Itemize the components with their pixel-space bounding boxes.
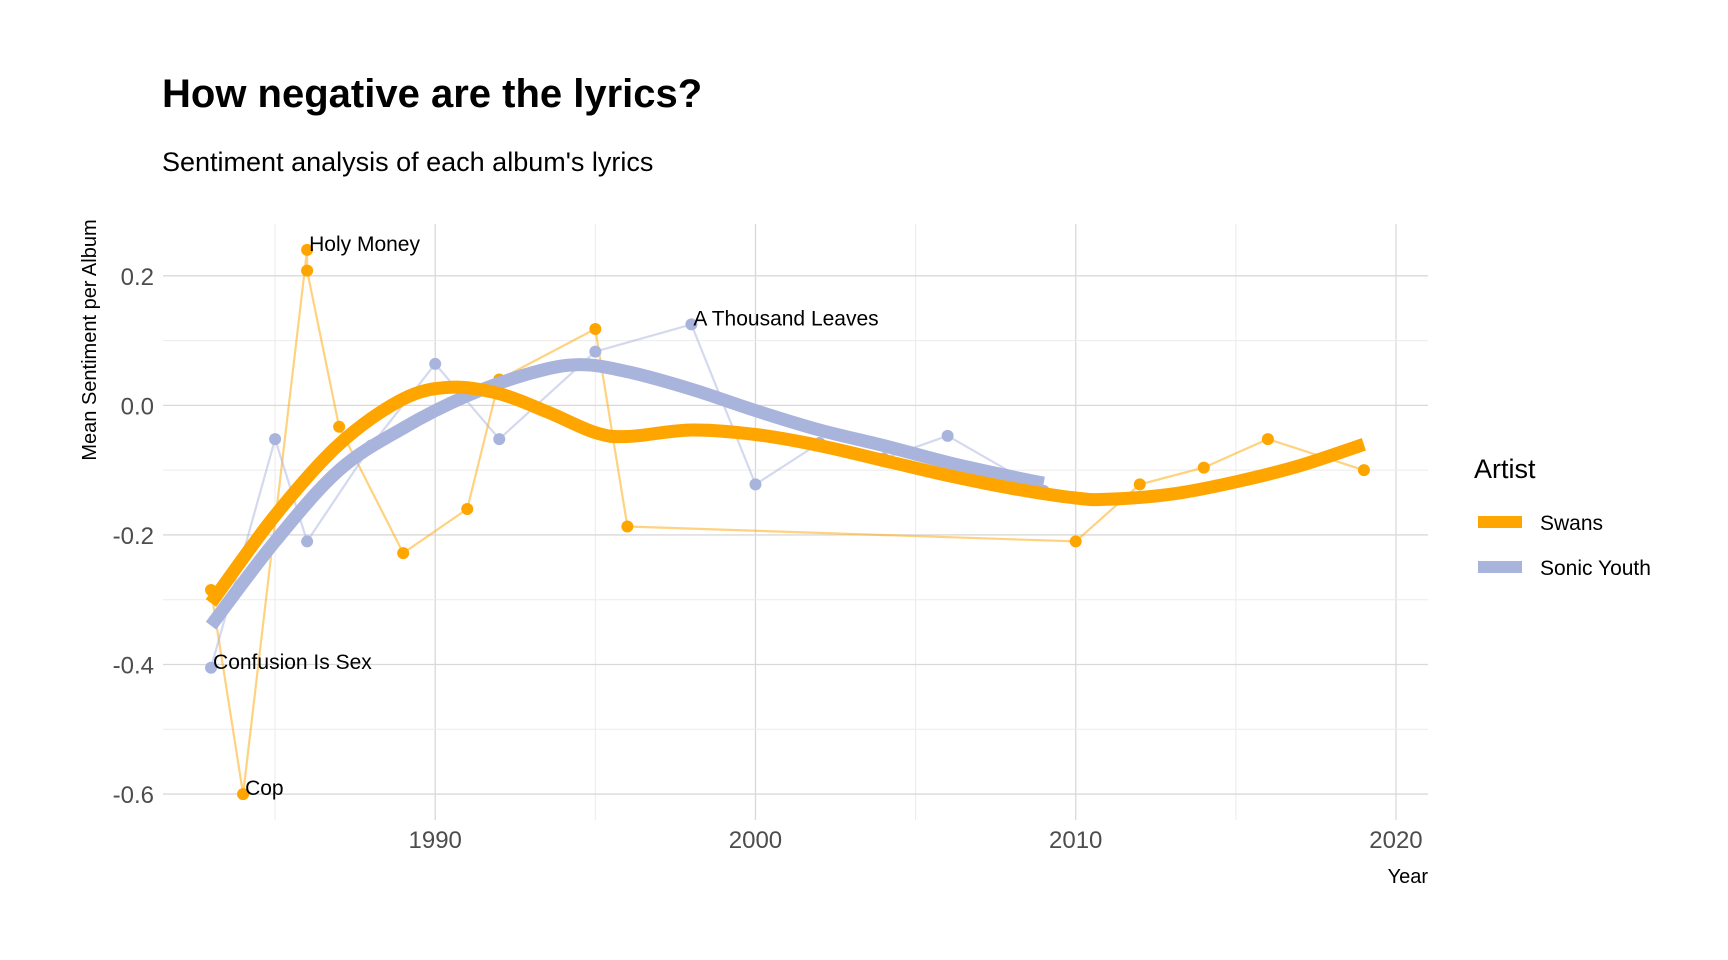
swans-data-point <box>1261 433 1274 446</box>
swans-data-point <box>1357 464 1370 477</box>
swans-data-point <box>301 264 314 277</box>
swans-data-point <box>1069 535 1082 548</box>
swans-data-point <box>1133 478 1146 491</box>
chart-subtitle: Sentiment analysis of each album's lyric… <box>162 147 654 177</box>
annotation-label: Cop <box>245 777 284 800</box>
sonic-youth-data-point <box>589 345 602 358</box>
sonic-youth-smooth-line <box>205 358 1045 630</box>
sonic-youth-data-point <box>493 433 506 446</box>
sonic-youth-data-point <box>205 661 218 674</box>
swans-data-point <box>1197 461 1210 474</box>
annotation-label: A Thousand Leaves <box>693 307 878 330</box>
smooth-lines <box>205 358 1366 630</box>
y-tick-label: 0.0 <box>121 393 154 420</box>
y-tick-label: -0.4 <box>113 653 154 680</box>
swans-smooth-line <box>205 380 1366 607</box>
sonic-youth-data-point <box>301 535 314 548</box>
annotation-label: Holy Money <box>309 233 420 256</box>
y-tick-label: -0.6 <box>113 782 154 809</box>
swans-data-point <box>237 788 250 801</box>
y-tick-label: -0.2 <box>113 523 154 550</box>
legend-label-sonic-youth: Sonic Youth <box>1540 557 1651 580</box>
sonic-youth-data-point <box>269 433 282 446</box>
y-axis-title: Mean Sentiment per Album <box>79 219 101 460</box>
annotations: Holy Money A Thousand Leaves Confusion Is … <box>213 233 879 800</box>
legend-title: Artist <box>1474 454 1536 484</box>
swans-data-point <box>397 547 410 560</box>
sonic-youth-data-point <box>685 318 698 331</box>
x-tick-label: 2010 <box>1049 827 1102 854</box>
tick-labels: 1990 2000 2010 2020 -0.6 -0.4 -0.2 0.0 0.2 <box>113 264 1423 854</box>
sonic-youth-data-point <box>941 429 954 442</box>
legend: Artist Swans Sonic Youth <box>1474 454 1651 580</box>
swans-data-point <box>301 243 314 256</box>
swans-raw-line <box>209 249 1365 795</box>
raw-lines <box>209 249 1365 795</box>
sonic-youth-data-point <box>749 478 762 491</box>
legend-label-swans: Swans <box>1540 512 1603 535</box>
swans-data-point <box>333 420 346 433</box>
x-tick-label: 2020 <box>1369 827 1422 854</box>
swans-data-point <box>621 520 634 533</box>
sonic-youth-data-point <box>429 357 442 370</box>
swans-data-point <box>589 322 602 335</box>
x-tick-label: 1990 <box>409 827 462 854</box>
swans-data-point <box>461 503 474 516</box>
x-axis-title: Year <box>1388 866 1429 888</box>
x-tick-label: 2000 <box>729 827 782 854</box>
chart-title: How negative are the lyrics? <box>162 72 703 116</box>
annotation-label: Confusion Is Sex <box>213 651 372 674</box>
y-tick-label: 0.2 <box>121 264 154 291</box>
